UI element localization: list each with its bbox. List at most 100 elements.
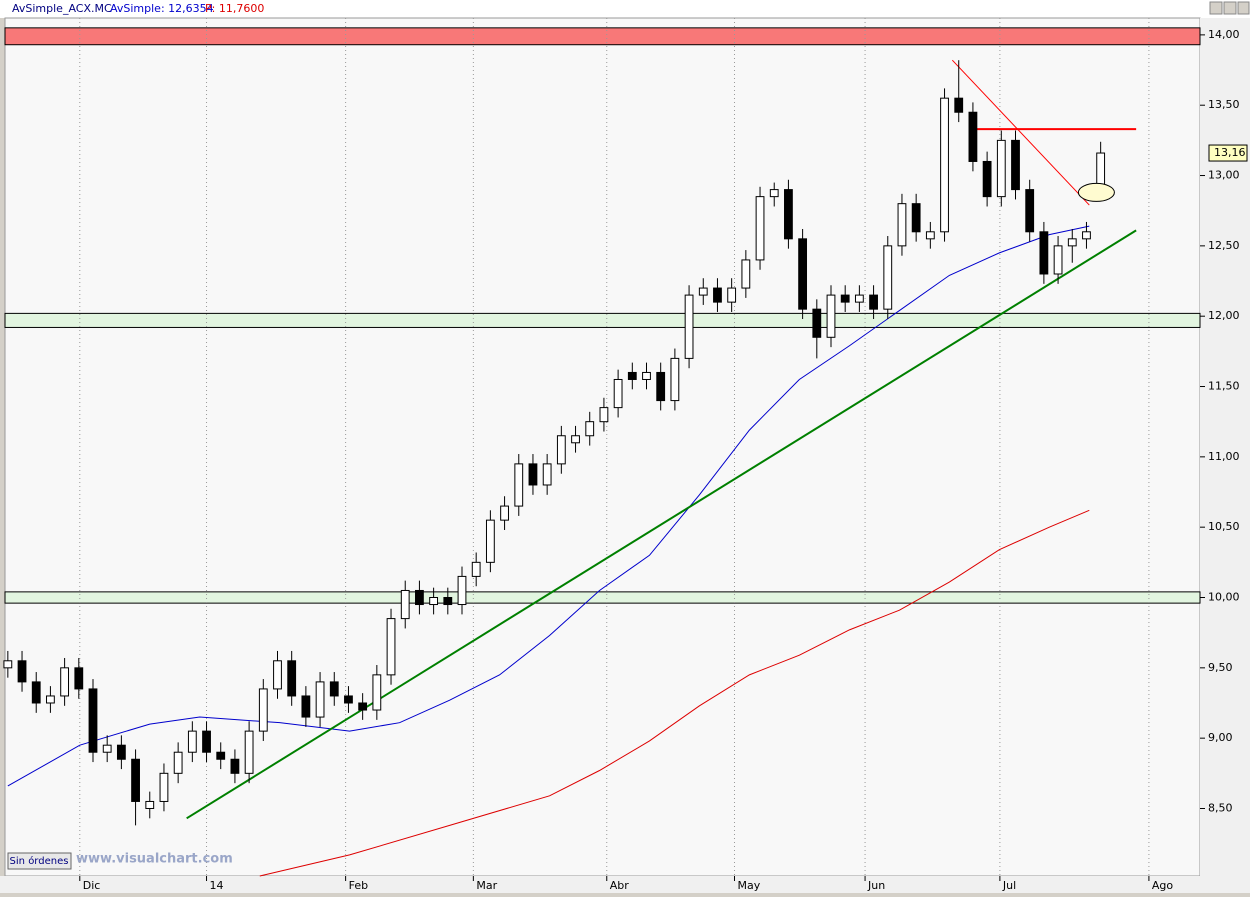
- x-tick-label: 14: [210, 879, 224, 892]
- candle-body: [727, 287, 737, 303]
- y-tick-label: 13,50: [1208, 98, 1240, 111]
- candle-body: [741, 259, 751, 289]
- y-tick-label: 14,00: [1208, 28, 1240, 41]
- candle-body: [798, 238, 808, 310]
- x-tick-label: Ago: [1152, 879, 1174, 892]
- candle-body: [911, 203, 921, 233]
- candle-body: [599, 407, 609, 423]
- candle-body: [88, 688, 98, 753]
- candle-body: [854, 294, 864, 303]
- last-price-box: [1208, 144, 1248, 162]
- trendline: [186, 229, 1137, 820]
- x-tick-label: May: [737, 879, 760, 892]
- candle-body: [315, 681, 325, 718]
- candle-body: [3, 660, 13, 669]
- candle-body: [684, 294, 694, 359]
- candle-body: [258, 688, 268, 732]
- candle-body: [1039, 231, 1049, 275]
- candle-body: [301, 695, 311, 718]
- annotation-ellipse: [1077, 182, 1115, 202]
- y-tick-label: 10,50: [1208, 520, 1240, 533]
- candle-body: [755, 196, 765, 261]
- candle-body: [102, 744, 112, 753]
- candle-body: [329, 681, 339, 697]
- candle-body: [514, 463, 524, 507]
- candle-body: [840, 294, 850, 303]
- x-tick-label: Mar: [476, 879, 497, 892]
- candle-body: [642, 371, 651, 380]
- candle-body: [1011, 139, 1020, 191]
- y-tick-label: 9,50: [1208, 661, 1233, 674]
- title-bar: [0, 0, 1250, 18]
- candle-body: [131, 758, 140, 802]
- candle-body: [457, 575, 467, 606]
- candle-body: [784, 189, 793, 240]
- x-tick-label: Abr: [610, 879, 630, 892]
- candle-body: [344, 695, 353, 704]
- x-tick-label: Jun: [867, 879, 885, 892]
- candle-body: [670, 357, 680, 402]
- candle-body: [386, 618, 396, 676]
- y-tick-label: 12,50: [1208, 239, 1240, 252]
- candle-body: [159, 772, 169, 802]
- candle-body: [1082, 231, 1091, 240]
- candle-body: [415, 589, 424, 606]
- candle-body: [31, 681, 41, 704]
- candle-body: [244, 730, 254, 774]
- candle-body: [1053, 245, 1063, 275]
- trendline: [951, 59, 1090, 206]
- candle-body: [429, 597, 439, 606]
- candle-body: [556, 435, 566, 465]
- candle-body: [627, 371, 637, 380]
- candle-body: [116, 744, 126, 760]
- price-zone: [4, 591, 1201, 604]
- candle-body: [571, 435, 580, 444]
- candle-body: [372, 674, 382, 711]
- window-buttons: [1209, 1, 1250, 15]
- candle-body: [698, 287, 708, 296]
- moving-average: [7, 225, 1090, 787]
- x-tick-label: Dic: [83, 879, 101, 892]
- x-tick-label: Feb: [349, 879, 368, 892]
- price-zone: [4, 27, 1201, 46]
- candle-body: [897, 203, 907, 247]
- y-tick-label: 11,00: [1208, 450, 1240, 463]
- candle-body: [869, 294, 878, 310]
- candle-body: [500, 505, 509, 521]
- price-zone: [4, 312, 1201, 328]
- orders-button[interactable]: [7, 852, 72, 870]
- close-button[interactable]: [1237, 1, 1250, 15]
- candle-body: [769, 189, 779, 198]
- candle-body: [542, 463, 552, 486]
- candle-body: [968, 111, 978, 162]
- candle-body: [145, 800, 155, 809]
- plot-area: [4, 17, 1201, 877]
- candle-body: [996, 139, 1006, 198]
- candle-body: [613, 378, 623, 409]
- candle-body: [230, 758, 240, 774]
- candle-body: [883, 245, 893, 310]
- moving-average: [259, 509, 1090, 877]
- candle-body: [358, 702, 368, 711]
- candle-body: [940, 97, 949, 233]
- watermark: www.visualchart.com: [76, 852, 233, 867]
- price-label: P: 11,7600: [205, 2, 264, 15]
- candle-body: [812, 308, 822, 338]
- candle-body: [216, 751, 226, 760]
- y-tick-label: 8,50: [1208, 801, 1233, 814]
- y-tick-label: 9,00: [1208, 731, 1233, 744]
- maximize-button[interactable]: [1223, 1, 1237, 15]
- last-price-label: 13,16: [1214, 146, 1246, 159]
- candle-body: [273, 660, 282, 690]
- y-tick-label: 10,00: [1208, 591, 1240, 604]
- minimize-button[interactable]: [1209, 1, 1223, 15]
- candle-body: [1025, 189, 1035, 233]
- symbol: AvSimple_ACX.MC: [12, 2, 112, 15]
- y-tick-label: 12,00: [1208, 309, 1240, 322]
- candle-body: [656, 371, 666, 402]
- x-tick-label: Jul: [1002, 879, 1016, 892]
- x-axis-strip: [0, 876, 1250, 893]
- y-tick-label: 11,50: [1208, 380, 1240, 393]
